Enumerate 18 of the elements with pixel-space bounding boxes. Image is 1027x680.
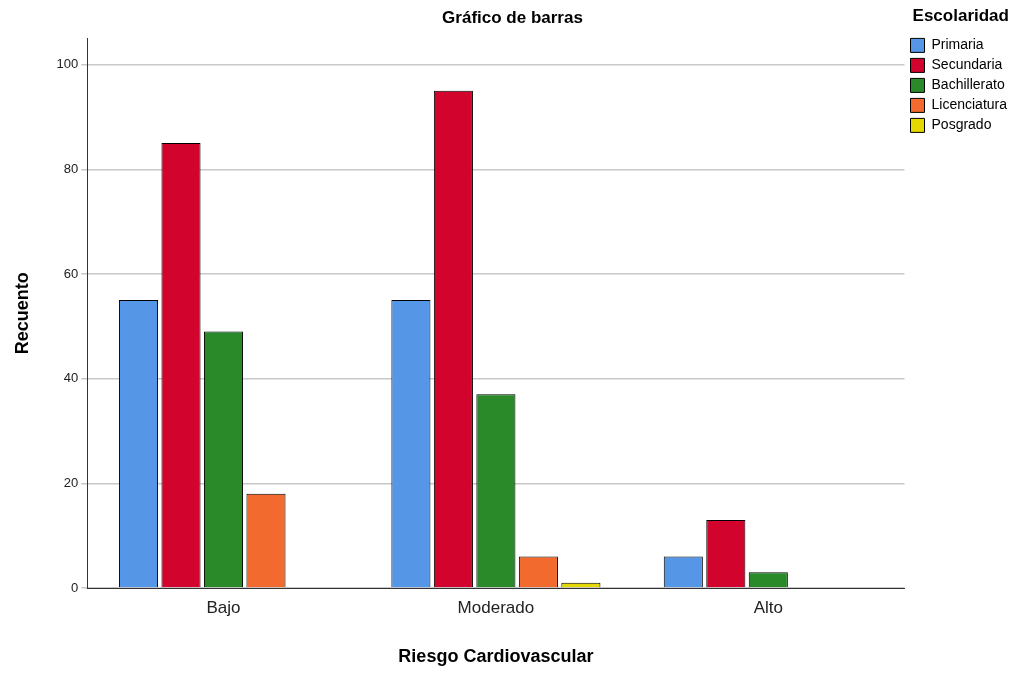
chart-title: Gráfico de barras xyxy=(442,7,583,27)
x-tick-label: Bajo xyxy=(206,597,241,617)
y-tick-label: 20 xyxy=(63,474,79,490)
legend-label: Secundaria xyxy=(931,56,1003,73)
legend-label: Posgrado xyxy=(931,116,992,133)
legend-label: Primaria xyxy=(931,36,984,53)
y-tick-label: 60 xyxy=(63,265,79,281)
y-tick-label: 0 xyxy=(71,579,79,595)
y-tick-label: 40 xyxy=(63,370,79,386)
y-tick-label: 100 xyxy=(56,56,79,72)
x-tick-label: Alto xyxy=(753,597,783,617)
y-axis-title: Recuento xyxy=(11,272,32,355)
legend-title: Escolaridad xyxy=(912,6,1009,26)
legend-label: Bachillerato xyxy=(931,76,1005,93)
x-axis-title: Riesgo Cardiovascular xyxy=(398,646,594,667)
legend-label: Licenciatura xyxy=(931,96,1008,113)
x-tick-label: Moderado xyxy=(457,597,535,617)
y-tick-label: 80 xyxy=(63,160,79,176)
